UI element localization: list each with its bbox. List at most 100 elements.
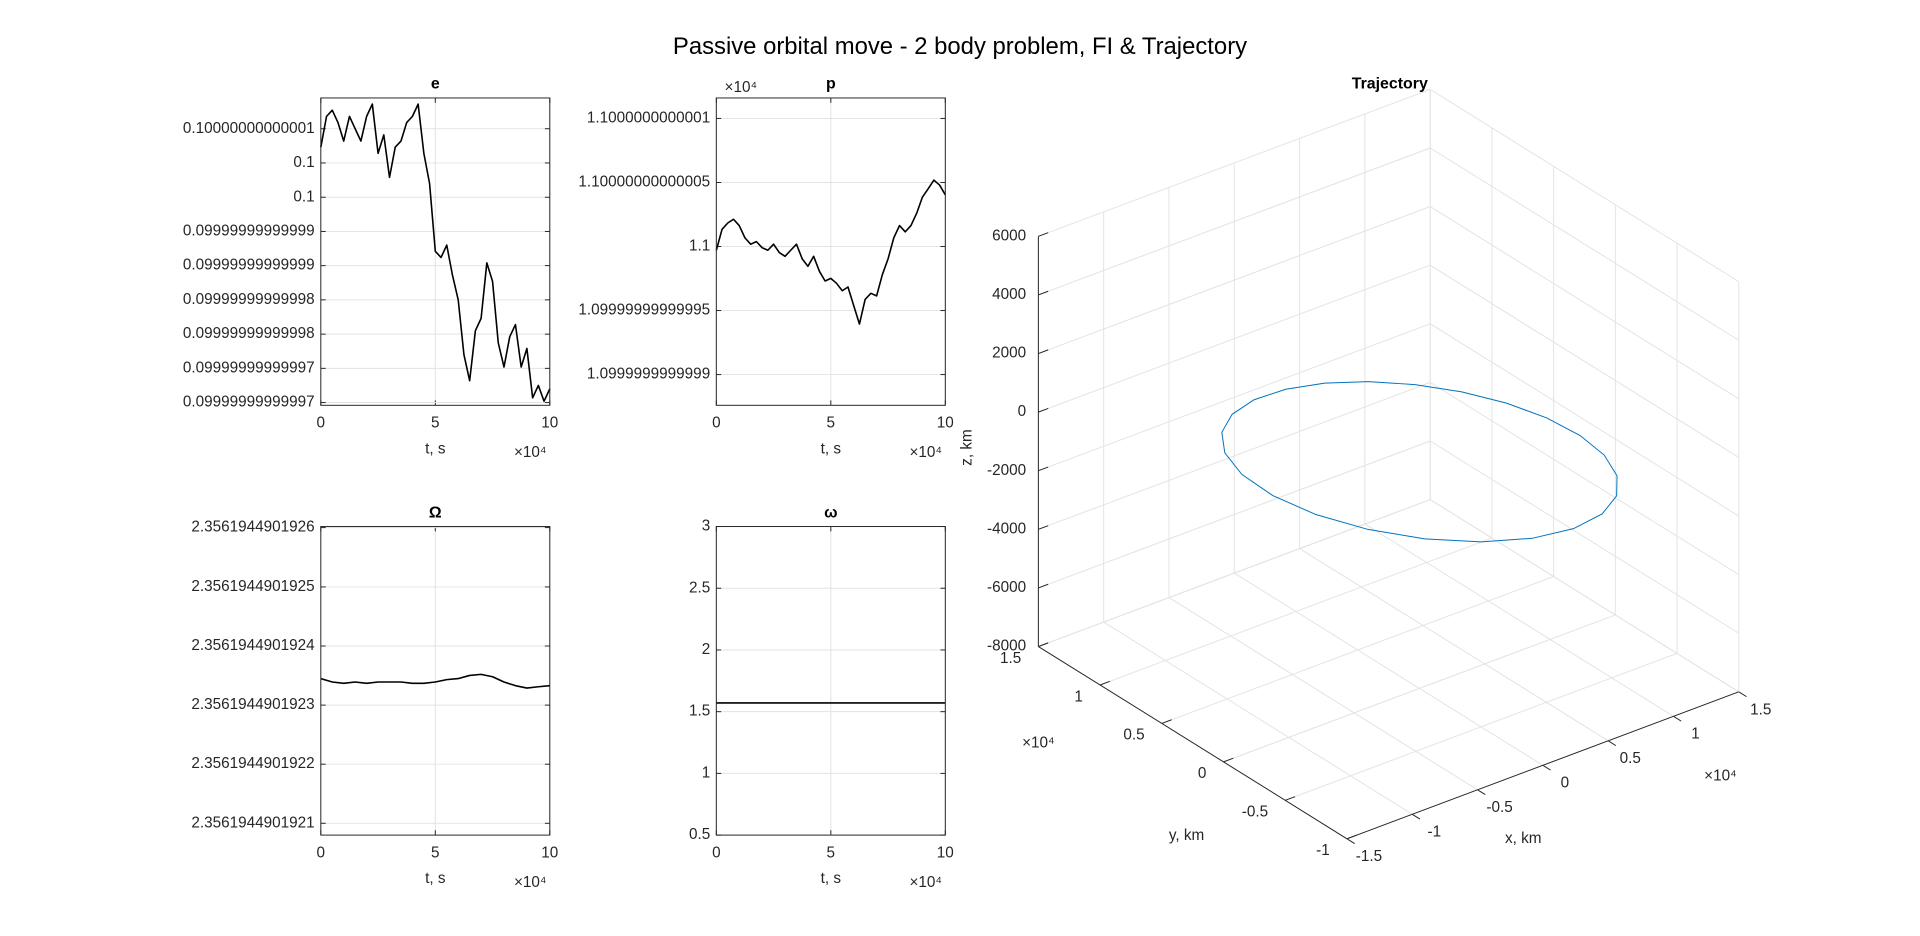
axes-title: Ω [429,504,442,521]
data-line [715,179,946,325]
grid-line [1429,440,1740,634]
x-tick [1738,691,1747,698]
grid-line [1299,548,1609,742]
z-tick-label: -6000 [987,579,1026,596]
x-tick [1673,715,1682,722]
x-tick-label: 1.5 [1750,701,1771,718]
figure-title: Passive orbital move - 2 body problem, F… [673,33,1247,60]
grid-line [1161,576,1554,724]
y-tick [1161,719,1172,724]
z-tick [1038,232,1049,237]
y-axis-line [1038,646,1348,840]
y-tick-label: 0.5 [689,826,710,843]
axes-box [715,97,946,406]
grid-line [1223,614,1616,763]
y-axis-label: y, km [1169,827,1204,844]
x-tick [1346,838,1355,844]
y-tick-label: 0.09999999999999 [183,257,315,274]
y-tick-label: 0.09999999999999 [183,222,315,239]
x-axis-label: t, s [821,440,842,457]
z-tick-label: 2000 [992,345,1026,362]
y-tick-label: 2.3561944901925 [191,578,314,595]
x-tick-label: 1 [1691,726,1700,743]
y-tick-label: 0.1 [293,188,314,205]
y-tick-label: 1.1000000000001 [587,109,710,126]
grid-line [1429,88,1740,283]
data-line [320,673,550,689]
data-line [320,103,551,403]
grid-line [1429,381,1740,576]
grid-line [1364,523,1674,717]
x-tick-label: -0.5 [1486,799,1512,816]
x-tick-label: -1 [1427,824,1441,841]
x-exponent: ×10⁴ [1704,767,1737,784]
grid-line [1285,652,1678,801]
y-tick-label: 2.3561944901926 [191,519,314,536]
y-tick-label: 1.10000000000005 [578,174,710,191]
y-tick [1099,680,1111,686]
grid-line [1103,621,1413,815]
y-exponent: ×10⁴ [725,79,758,96]
y-tick-label: 2.3561944901924 [191,637,315,654]
x-tick [1542,764,1551,771]
grid-line [1429,499,1740,693]
x-tick-label: 5 [827,845,836,862]
y-tick [1285,796,1296,801]
y-tick-label: 1.1 [689,238,710,255]
z-tick-label: -2000 [987,462,1026,479]
x-axis-line [1346,691,1739,840]
x-tick-label: 5 [431,415,440,432]
z-tick [1038,642,1049,647]
y-tick-label: 2.5 [689,579,710,596]
grid-line [1429,264,1740,458]
grid-line [1234,572,1544,766]
z-axis-label: z, km [958,429,975,466]
y-tick-label: 0.09999999999997 [183,394,315,411]
y-tick-label: 0.09999999999998 [183,291,315,308]
y-tick-label: 1.0999999999999 [587,366,710,383]
x-tick-label: 10 [937,415,954,432]
grid-line [1038,88,1431,237]
grid-line [1038,206,1431,354]
y-tick-label: 2.3561944901921 [191,814,314,831]
x-exponent: ×10⁴ [514,444,547,461]
x-axis-label: t, s [425,440,446,457]
x-axis-label: t, s [821,870,842,887]
y-tick-label: 0.09999999999998 [183,325,315,342]
x-tick [1411,813,1421,820]
x-exponent: ×10⁴ [514,874,547,891]
x-tick-label: 0 [1561,775,1570,792]
grid-line [1038,323,1431,472]
z-tick-label: 0 [1018,403,1027,420]
y-tick-label: 1.09999999999995 [578,302,710,319]
x-tick-label: 5 [827,415,836,432]
y-tick-label: -1 [1316,842,1330,859]
y-exponent: ×10⁴ [1022,734,1055,751]
y-tick-label: 0.5 [1123,727,1144,744]
axes-title: Trajectory [1352,76,1428,93]
x-tick-label: 0 [317,415,326,432]
x-tick-label: 10 [541,845,558,862]
y-tick-label: 0.1 [293,154,314,171]
y-tick-label: 0.09999999999997 [183,359,315,376]
z-tick [1038,466,1049,472]
axes-box [715,526,946,836]
z-tick [1038,583,1049,589]
y-tick-label: 0 [1198,765,1207,782]
y-tick [1223,757,1234,763]
z-tick [1038,407,1049,413]
grid-line [1038,147,1431,296]
x-tick-label: 0 [712,415,721,432]
x-tick-label: 0 [712,845,721,862]
x-tick-label: 0 [317,845,326,862]
trajectory-line [1221,381,1618,543]
axes-title: p [826,76,836,93]
y-tick-label: 1.5 [1000,650,1021,667]
grid-line [1429,323,1740,517]
grid-line [1429,147,1740,341]
axes-title: e [431,76,440,93]
y-tick-label: 1.5 [689,703,710,720]
axes-title: ω [824,504,837,521]
